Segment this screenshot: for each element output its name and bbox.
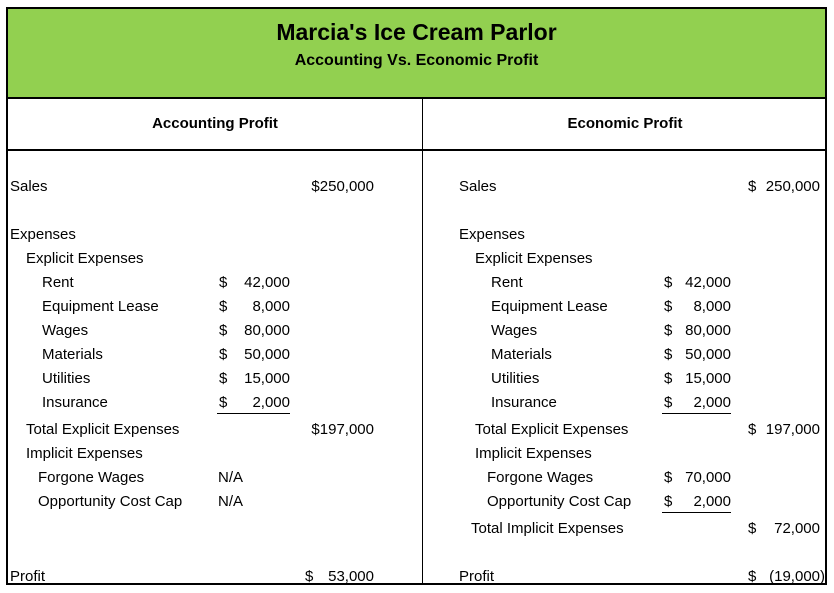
amount-value: 2,000	[693, 493, 731, 511]
dollar-sign: $	[305, 568, 313, 586]
eco-item-label: Materials	[491, 346, 552, 364]
amount-value: 15,000	[685, 370, 731, 388]
acc-explicit-label: Explicit Expenses	[26, 250, 144, 268]
eco-item-amount: $ 2,000	[662, 394, 731, 414]
dollar-sign: $	[664, 370, 672, 388]
acc-item-label: Equipment Lease	[42, 298, 159, 316]
eco-item-label: Wages	[491, 322, 537, 340]
amount-value: 8,000	[693, 298, 731, 316]
acc-implicit-item-value: N/A	[218, 469, 243, 487]
title-banner: Marcia's Ice Cream Parlor Accounting Vs.…	[8, 9, 825, 99]
acc-item-amount: $ 2,000	[217, 394, 290, 414]
eco-item-label: Utilities	[491, 370, 539, 388]
dollar-sign: $	[219, 370, 227, 388]
amount-value: 53,000	[328, 568, 374, 586]
acc-item-label: Utilities	[42, 370, 90, 388]
dollar-sign: $	[748, 178, 756, 196]
amount-value: 80,000	[244, 322, 290, 340]
dollar-sign: $	[664, 493, 672, 511]
amount-value: 2,000	[252, 394, 290, 412]
dollar-sign: $	[664, 322, 672, 340]
amount-value: 50,000	[685, 346, 731, 364]
sheet-subtitle: Accounting Vs. Economic Profit	[8, 52, 825, 70]
acc-item-label: Wages	[42, 322, 88, 340]
dollar-sign: $	[664, 298, 672, 316]
dollar-sign: $	[219, 394, 227, 412]
dollar-sign: $	[664, 394, 672, 412]
amount-value: 50,000	[244, 346, 290, 364]
eco-total-explicit-label: Total Explicit Expenses	[475, 421, 628, 439]
eco-implicit-item-label: Forgone Wages	[487, 469, 593, 487]
dollar-sign: $	[664, 346, 672, 364]
dollar-sign: $	[219, 274, 227, 292]
amount-value: 8,000	[252, 298, 290, 316]
header-rule	[8, 149, 825, 151]
amount-value: 250,000	[766, 178, 820, 196]
amount-value: 197,000	[766, 421, 820, 439]
accounting-heading: Accounting Profit	[8, 115, 422, 132]
dollar-sign: $	[219, 322, 227, 340]
acc-expenses-label: Expenses	[10, 226, 76, 244]
profit-comparison-sheet: Marcia's Ice Cream Parlor Accounting Vs.…	[6, 7, 827, 585]
eco-total-implicit-label: Total Implicit Expenses	[471, 520, 624, 538]
acc-sales-value: $250,000	[288, 178, 374, 196]
acc-item-label: Insurance	[42, 394, 108, 412]
dollar-sign: $	[748, 520, 756, 538]
amount-value: (19,000)	[769, 568, 825, 586]
acc-total-explicit-label: Total Explicit Expenses	[26, 421, 179, 439]
dollar-sign: $	[748, 421, 756, 439]
acc-implicit-label: Implicit Expenses	[26, 445, 143, 463]
amount-value: 72,000	[774, 520, 820, 538]
eco-profit-label: Profit	[459, 568, 494, 586]
acc-profit-label: Profit	[10, 568, 45, 586]
eco-implicit-item-amount: $ 2,000	[662, 493, 731, 513]
dollar-sign: $	[748, 568, 756, 586]
dollar-sign: $	[219, 346, 227, 364]
eco-implicit-label: Implicit Expenses	[475, 445, 592, 463]
amount-value: 2,000	[693, 394, 731, 412]
eco-item-label: Rent	[491, 274, 523, 292]
eco-implicit-item-label: Opportunity Cost Cap	[487, 493, 631, 511]
eco-expenses-label: Expenses	[459, 226, 525, 244]
dollar-sign: $	[219, 298, 227, 316]
column-divider	[422, 99, 423, 583]
acc-item-label: Rent	[42, 274, 74, 292]
amount-value: 42,000	[244, 274, 290, 292]
acc-total-explicit-value: $197,000	[288, 421, 374, 439]
eco-sales-label: Sales	[459, 178, 497, 196]
amount-value: 70,000	[685, 469, 731, 487]
sheet-title: Marcia's Ice Cream Parlor	[8, 19, 825, 46]
amount-value: 15,000	[244, 370, 290, 388]
amount-value: 42,000	[685, 274, 731, 292]
economic-heading: Economic Profit	[423, 115, 827, 132]
eco-item-label: Insurance	[491, 394, 557, 412]
acc-implicit-item-label: Forgone Wages	[38, 469, 144, 487]
acc-implicit-item-value: N/A	[218, 493, 243, 511]
eco-item-label: Equipment Lease	[491, 298, 608, 316]
eco-explicit-label: Explicit Expenses	[475, 250, 593, 268]
dollar-sign: $	[664, 274, 672, 292]
acc-implicit-item-label: Opportunity Cost Cap	[38, 493, 182, 511]
dollar-sign: $	[664, 469, 672, 487]
amount-value: 80,000	[685, 322, 731, 340]
acc-item-label: Materials	[42, 346, 103, 364]
acc-sales-label: Sales	[10, 178, 48, 196]
